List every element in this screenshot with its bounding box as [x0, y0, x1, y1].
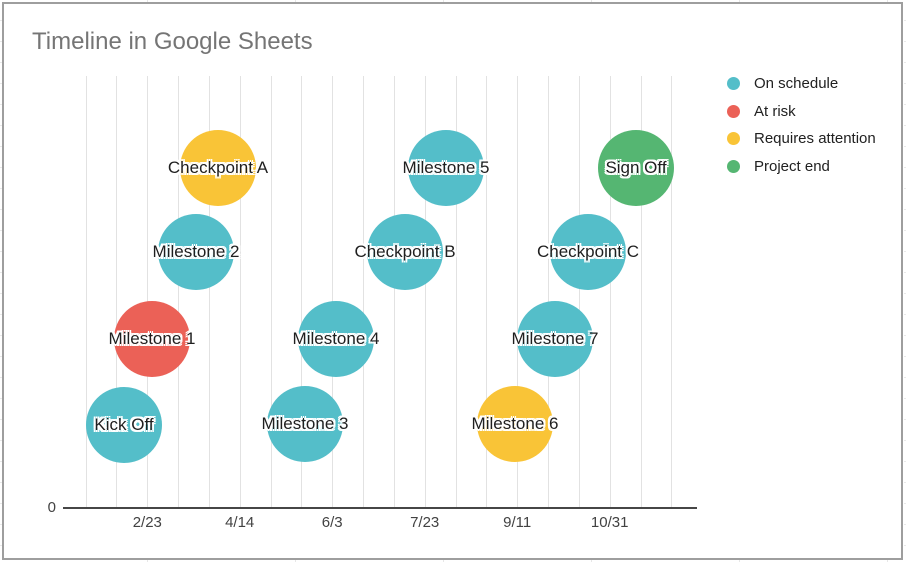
- x-axis-tick-label: 4/14: [225, 514, 255, 531]
- major-gridline: [609, 76, 611, 508]
- legend-item-3: Requires attention: [727, 125, 876, 153]
- x-axis-line: [63, 507, 697, 509]
- minor-gridline: [486, 76, 488, 508]
- major-gridline: [424, 76, 426, 508]
- minor-gridline: [393, 76, 395, 508]
- timeline-bubble[interactable]: [517, 301, 593, 377]
- timeline-bubble[interactable]: [180, 130, 256, 206]
- x-axis-tick-label: 9/11: [503, 514, 532, 531]
- timeline-bubble[interactable]: [598, 130, 674, 206]
- minor-gridline: [363, 76, 365, 508]
- timeline-bubble-label: Milestone 5: [402, 158, 490, 177]
- minor-gridline: [671, 76, 673, 508]
- timeline-bubble-label: Milestone 1: [108, 329, 196, 348]
- legend-item-2: At risk: [727, 98, 876, 126]
- legend-color-dot: [727, 104, 740, 118]
- timeline-bubble[interactable]: [114, 301, 190, 377]
- y-axis-zero-label: 0: [47, 499, 56, 516]
- major-gridline: [239, 76, 241, 508]
- minor-gridline: [578, 76, 580, 508]
- timeline-bubble-label: Milestone 3: [261, 414, 349, 433]
- timeline-bubble-label: Milestone 7: [511, 329, 599, 348]
- minor-gridline: [208, 76, 210, 508]
- legend-item-4: Project end: [727, 153, 876, 181]
- minor-gridline: [178, 76, 180, 508]
- timeline-bubble[interactable]: [408, 130, 484, 206]
- major-gridline: [332, 76, 334, 508]
- legend-item-label: Requires attention: [754, 130, 876, 148]
- major-gridline: [517, 76, 519, 508]
- timeline-bubble-label: Kick Off: [94, 415, 154, 434]
- legend: On schedule At risk Requires attention Proj…: [727, 70, 876, 180]
- timeline-bubble[interactable]: [86, 387, 162, 463]
- major-gridline: [147, 76, 149, 508]
- legend-item-1: On schedule: [727, 70, 876, 98]
- timeline-bubble-label: Checkpoint C: [536, 242, 640, 261]
- minor-gridline: [455, 76, 457, 508]
- timeline-bubble[interactable]: [550, 214, 626, 290]
- timeline-bubble-label: Milestone 6: [471, 414, 559, 433]
- minor-gridline: [116, 76, 118, 508]
- timeline-bubble[interactable]: [367, 214, 443, 290]
- legend-color-dot: [727, 77, 740, 91]
- minor-gridline: [640, 76, 642, 508]
- legend-color-dot: [727, 159, 740, 173]
- timeline-bubble-label: Milestone 4: [292, 329, 380, 348]
- minor-gridline: [85, 76, 87, 508]
- x-axis-tick-label: 7/23: [410, 514, 440, 531]
- timeline-bubble[interactable]: [298, 301, 374, 377]
- timeline-bubble-label: Checkpoint A: [167, 158, 269, 177]
- legend-color-dot: [727, 132, 740, 146]
- timeline-bubble[interactable]: [158, 214, 234, 290]
- legend-item-label: At risk: [754, 102, 796, 120]
- legend-item-label: Project end: [754, 157, 830, 175]
- timeline-bubble[interactable]: [477, 386, 553, 462]
- minor-gridline: [270, 76, 272, 508]
- timeline-bubble-label: Milestone 2: [152, 242, 240, 261]
- timeline-bubble[interactable]: [267, 386, 343, 462]
- x-axis-tick-label: 2/23: [132, 514, 162, 531]
- x-axis-tick-label: 10/31: [590, 514, 629, 531]
- timeline-bubble-label: Sign Off: [605, 158, 667, 177]
- chart-title: Timeline in Google Sheets: [32, 28, 313, 55]
- legend-item-label: On schedule: [754, 75, 839, 93]
- minor-gridline: [548, 76, 549, 508]
- x-axis-tick-label: 6/3: [321, 514, 343, 531]
- timeline-bubble-label: Checkpoint B: [354, 242, 456, 261]
- minor-gridline: [301, 76, 303, 508]
